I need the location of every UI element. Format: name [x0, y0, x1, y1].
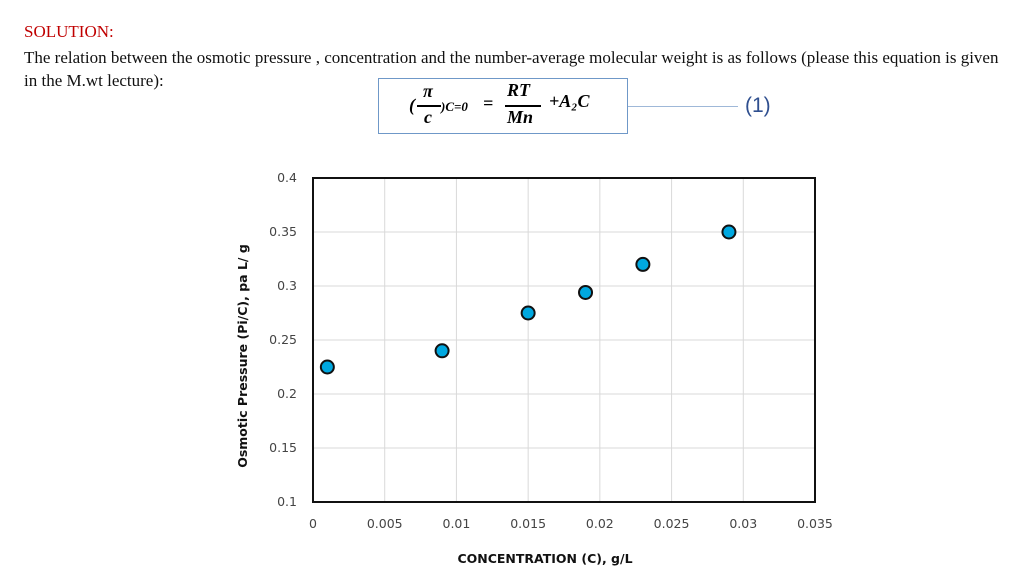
equation-leader-line — [628, 106, 738, 107]
data-point — [578, 284, 594, 300]
x-tick-label: 0.035 — [797, 516, 833, 531]
eq-equals: = — [483, 93, 494, 113]
eq-subscript: )C=0 — [441, 99, 468, 114]
y-tick-label: 0.2 — [277, 386, 297, 401]
x-tick-label: 0 — [309, 516, 317, 531]
eq-open: ( — [409, 95, 415, 115]
data-point — [319, 359, 335, 375]
y-tick-label: 0.35 — [269, 224, 297, 239]
data-point — [434, 343, 450, 359]
equation-number: (1) — [745, 94, 771, 117]
y-tick-label: 0.15 — [269, 440, 297, 455]
x-tick-label: 0.02 — [586, 516, 614, 531]
y-axis-label: Osmotic Pressure (Pi/C), pa L/ g — [235, 244, 250, 468]
eq-plus-term: +A₂C — [549, 91, 590, 111]
x-tick-label: 0.025 — [654, 516, 690, 531]
data-point — [721, 224, 737, 240]
equation: ( π c )C=0 = RT Mn +A₂C — [379, 79, 627, 133]
x-tick-label: 0.005 — [367, 516, 403, 531]
y-tick-label: 0.4 — [277, 170, 297, 185]
eq-c: c — [424, 107, 432, 127]
eq-rt: RT — [507, 80, 531, 100]
eq-pi: π — [423, 81, 433, 101]
y-tick-label: 0.3 — [277, 278, 297, 293]
y-tick-label: 0.25 — [269, 332, 297, 347]
equation-box: ( π c )C=0 = RT Mn +A₂C — [378, 78, 628, 134]
solution-heading: SOLUTION: — [24, 22, 114, 41]
x-tick-label: 0.01 — [443, 516, 471, 531]
plot-frame — [312, 177, 816, 503]
x-tick-label: 0.015 — [510, 516, 546, 531]
intro-paragraph: The relation between the osmotic pressur… — [24, 48, 999, 90]
x-axis-label: CONCENTRATION (C), g/L — [457, 551, 632, 566]
data-point — [520, 305, 536, 321]
eq-mn: Mn — [507, 107, 534, 127]
x-tick-label: 0.03 — [729, 516, 757, 531]
data-point — [635, 256, 651, 272]
y-tick-label: 0.1 — [277, 494, 297, 509]
